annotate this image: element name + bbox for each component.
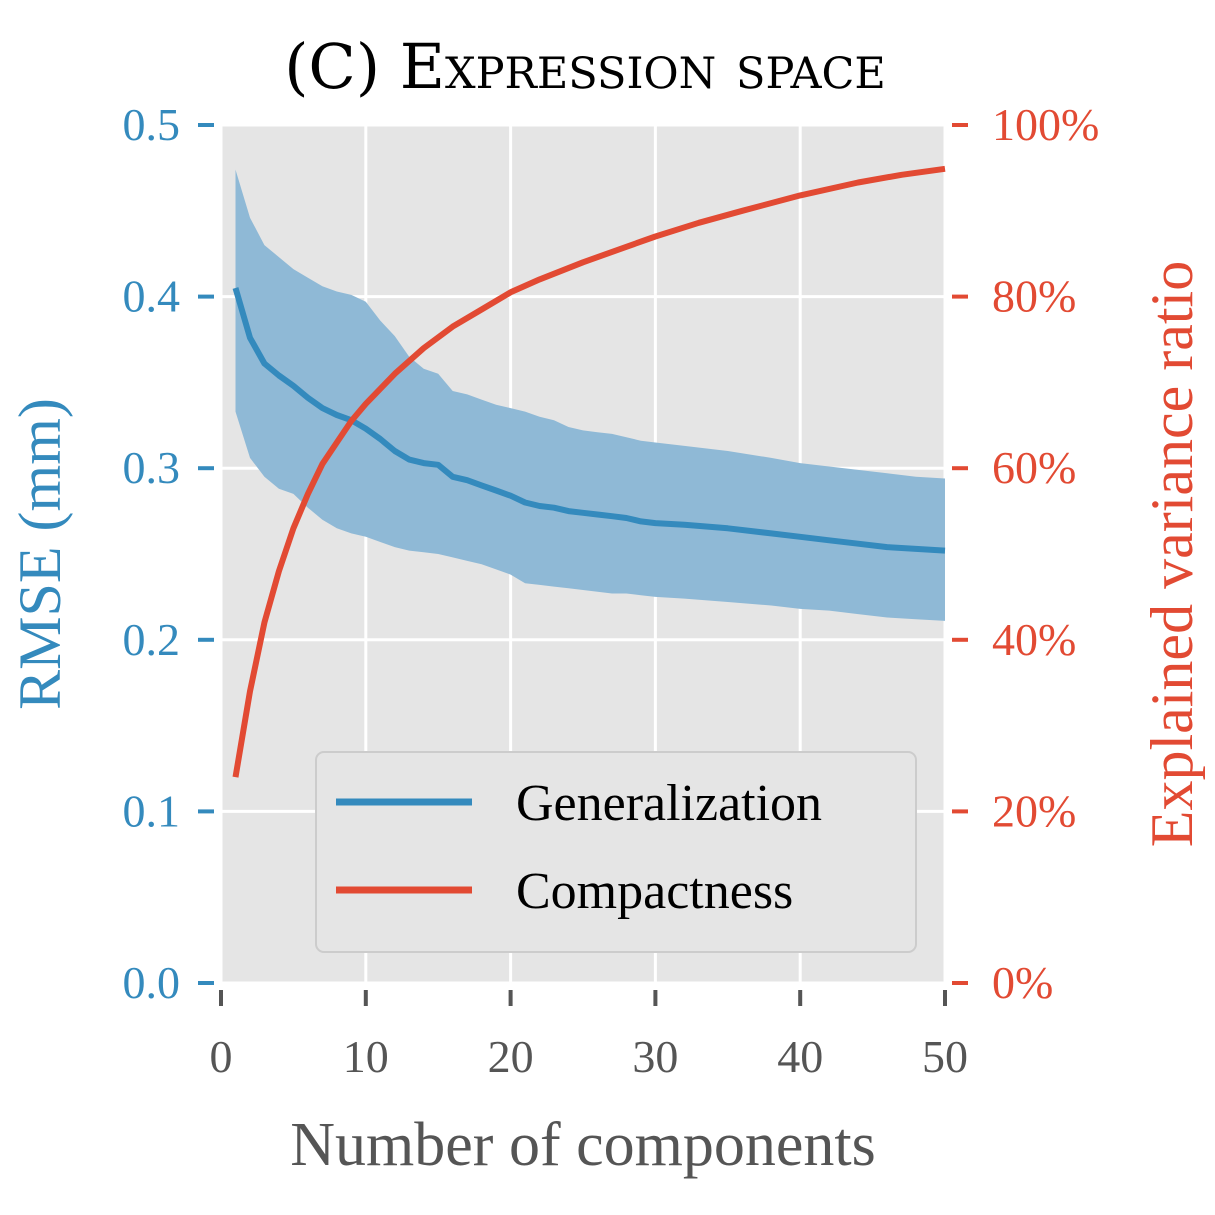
chart-title: (C) Expression space: [284, 30, 886, 103]
axis-ticks: 0.0 0.1 0.2 0.3 0.4 0.5 0% 20% 40% 60% 80% 100% 0 10 2…: [123, 99, 1100, 1082]
y-tick-label-left: 0.0: [123, 957, 181, 1008]
y-tick-label-right: 40%: [992, 614, 1076, 665]
x-axis-label: Number of components: [290, 1111, 875, 1179]
x-tick-label: 50: [922, 1031, 968, 1082]
series-lines: [232, 165, 946, 778]
y-tick-label-left: 0.2: [123, 614, 181, 665]
legend-label-generalization: Generalization: [516, 775, 822, 832]
x-tick-label: 40: [777, 1031, 823, 1082]
y-tick-label-left: 0.1: [123, 785, 181, 836]
x-tick-label: 10: [343, 1031, 389, 1082]
legend: Generalization Compactness: [315, 751, 917, 953]
generalization-band: [235, 169, 945, 621]
y-tick-label-left: 0.3: [123, 442, 181, 493]
y-tick-label-right: 100%: [992, 99, 1099, 150]
y-tick-label-left: 0.4: [123, 271, 181, 322]
y-axis-label-left: RMSE (mm): [7, 398, 73, 710]
y-tick-label-left: 0.5: [123, 99, 181, 150]
y-axis-label-right: Explained variance ratio: [1139, 261, 1205, 847]
x-tick-label: 30: [632, 1031, 678, 1082]
generalization-band-group: [235, 169, 945, 621]
y-tick-label-right: 80%: [992, 271, 1076, 322]
legend-label-compactness: Compactness: [516, 863, 793, 920]
x-tick-label: 0: [210, 1031, 233, 1082]
x-tick-label: 20: [488, 1031, 534, 1082]
generalization-line: [232, 287, 946, 554]
y-tick-label-right: 0%: [992, 957, 1053, 1008]
y-tick-label-right: 60%: [992, 442, 1076, 493]
compactness-line: [232, 165, 946, 778]
y-tick-label-right: 20%: [992, 785, 1076, 836]
